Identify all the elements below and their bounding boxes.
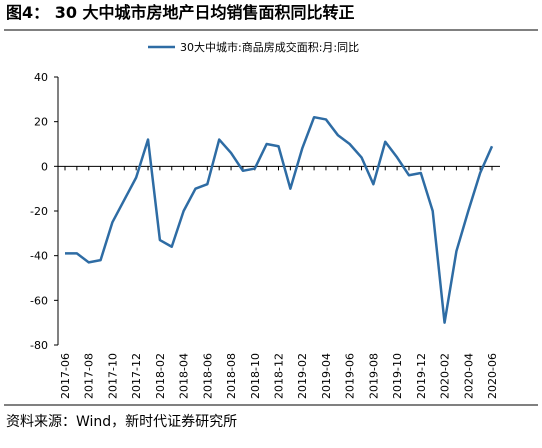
chart-title: 图4： 30 大中城市房地产日均销售面积同比转正	[6, 3, 355, 22]
x-tick-label: 2018-06	[201, 353, 214, 399]
x-tick-label: 2020-02	[439, 353, 452, 399]
legend-label: 30大中城市:商品房成交面积:月:同比	[180, 40, 359, 54]
y-tick-label: -40	[30, 250, 48, 263]
y-tick-label: 40	[34, 71, 48, 84]
x-tick-label: 2017-10	[106, 353, 119, 399]
x-tick-label: 2019-02	[296, 353, 309, 399]
y-tick-label: -60	[30, 294, 48, 307]
x-tick-label: 2019-06	[344, 353, 357, 399]
x-tick-label: 2018-12	[273, 353, 286, 399]
x-tick-label: 2019-04	[320, 353, 333, 399]
x-tick-label: 2017-06	[59, 353, 72, 399]
x-tick-label: 2017-12	[130, 353, 143, 399]
x-tick-label: 2019-10	[391, 353, 404, 399]
x-tick-label: 2018-10	[249, 353, 262, 399]
y-tick-label: -20	[30, 205, 48, 218]
y-tick-label: -80	[30, 339, 48, 352]
y-tick-label: 20	[34, 116, 48, 129]
x-tick-label: 2019-12	[415, 353, 428, 399]
x-tick-label: 2018-02	[154, 353, 167, 399]
x-tick-label: 2019-08	[367, 353, 380, 399]
x-tick-label: 2020-06	[486, 353, 499, 399]
x-tick-label: 2018-08	[225, 353, 238, 399]
x-tick-label: 2017-08	[83, 353, 96, 399]
source: 资料来源：Wind，新时代证券研究所	[6, 414, 237, 430]
y-tick-label: 0	[41, 160, 48, 173]
series-line	[65, 115, 494, 324]
x-tick-label: 2020-04	[462, 353, 475, 399]
x-tick-label: 2018-04	[178, 353, 191, 399]
